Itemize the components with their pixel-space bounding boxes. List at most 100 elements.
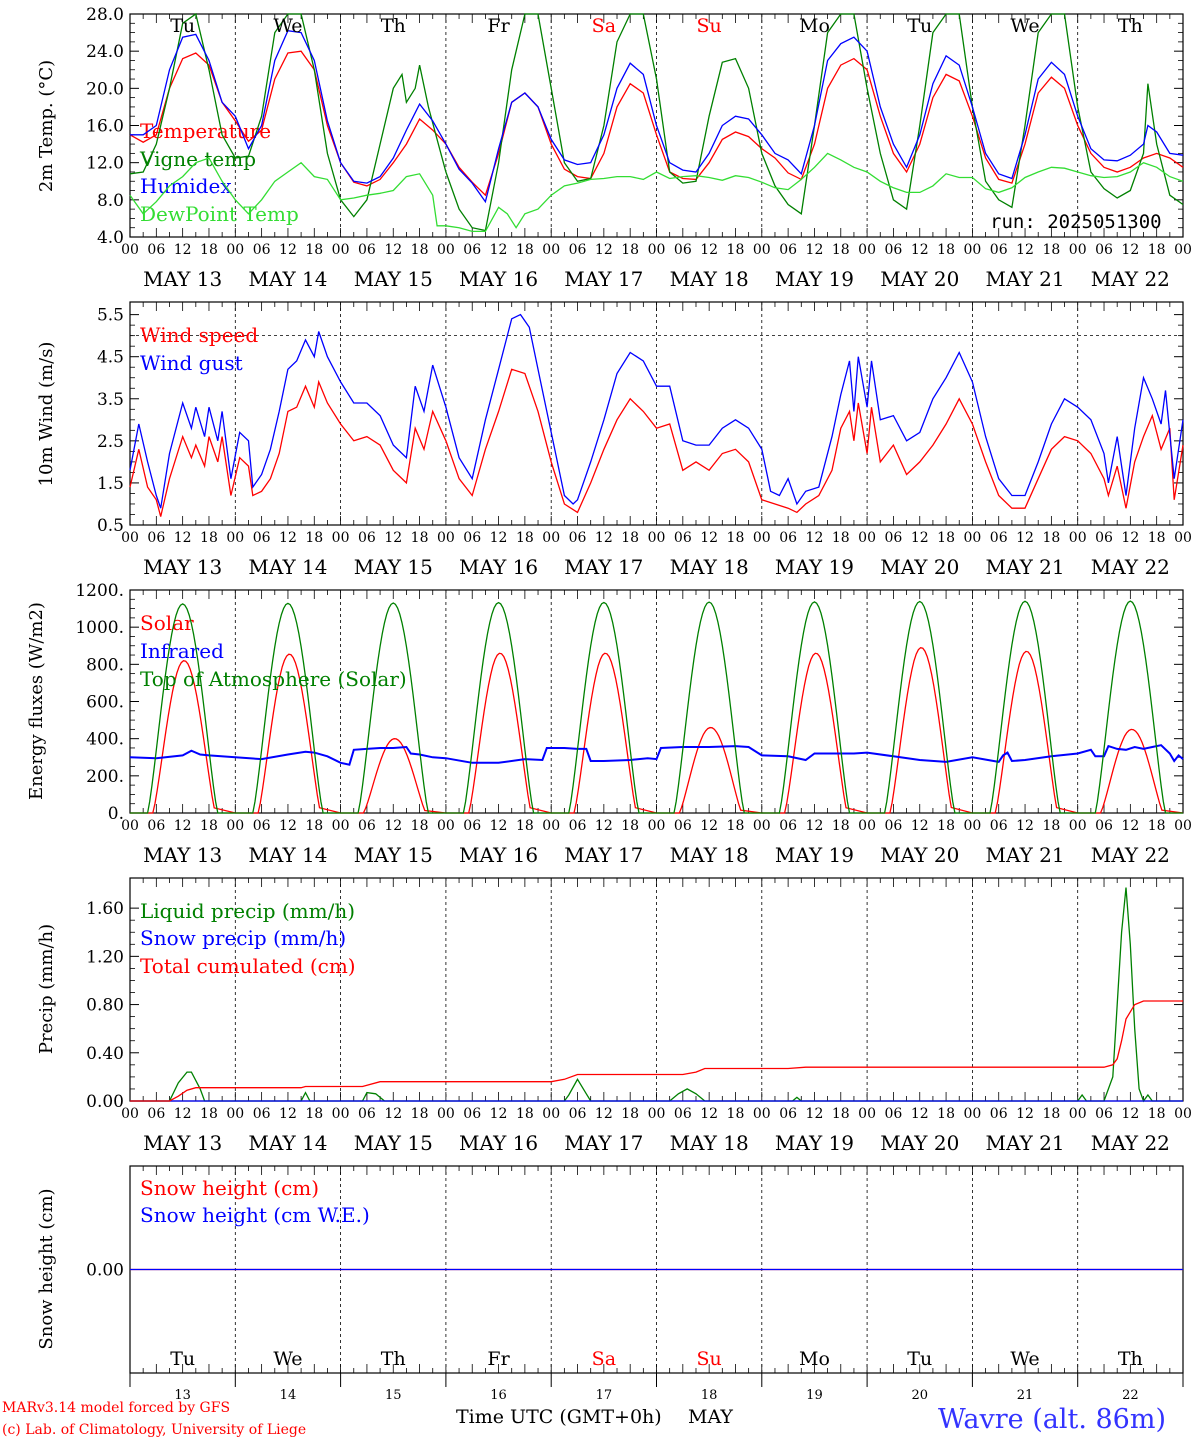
date-label: MAY 20 — [880, 1131, 959, 1155]
date-label: MAY 16 — [459, 1131, 538, 1155]
y-tick-label: 4.0 — [97, 228, 124, 248]
hour-tick-label: 00 — [542, 242, 560, 258]
hour-tick-label: 12 — [911, 242, 929, 258]
hour-tick-label: 18 — [937, 1106, 955, 1122]
hour-tick-label: 06 — [885, 530, 903, 546]
hour-tick-label: 00 — [753, 242, 771, 258]
y-tick-label: 0.00 — [86, 1092, 124, 1112]
hour-tick-label: 18 — [200, 242, 218, 258]
hour-tick-label: 12 — [1121, 818, 1139, 834]
hour-tick-label: 00 — [648, 242, 666, 258]
hour-tick-label: 12 — [595, 242, 613, 258]
hour-tick-label: 06 — [358, 818, 376, 834]
day-of-week-label: Th — [381, 1348, 406, 1370]
hour-tick-label: 00 — [963, 530, 981, 546]
legend-dewpoint-temp: DewPoint Temp — [140, 202, 299, 226]
hour-tick-label: 12 — [279, 530, 297, 546]
hour-tick-label: 00 — [648, 1106, 666, 1122]
day-of-week-label: Tu — [170, 15, 195, 37]
hour-tick-label: 00 — [648, 818, 666, 834]
hour-tick-label: 00 — [858, 818, 876, 834]
hour-tick-label: 06 — [1095, 242, 1113, 258]
hour-tick-label: 12 — [174, 530, 192, 546]
hour-tick-label: 06 — [990, 242, 1008, 258]
y-tick-label: 1000. — [75, 618, 124, 638]
date-label: MAY 17 — [564, 1131, 643, 1155]
hour-tick-label: 18 — [1148, 530, 1166, 546]
footer-copyright: (c) Lab. of Climatology, University of L… — [2, 1422, 306, 1438]
hour-tick-label: 06 — [358, 242, 376, 258]
hour-tick-label: 18 — [516, 1106, 534, 1122]
panel-5: 0.00 Snow height (cm) Snow height (cm) Snow… — [36, 1165, 1184, 1403]
hour-tick-label: 00 — [1174, 818, 1192, 834]
hour-tick-label: 12 — [595, 818, 613, 834]
footer-model: MARv3.14 model forced by GFS — [2, 1400, 230, 1416]
date-label: MAY 20 — [880, 555, 959, 579]
hour-tick-label: 12 — [700, 530, 718, 546]
hour-tick-label: 06 — [569, 530, 587, 546]
day-of-week-label: Mo — [799, 15, 830, 37]
date-label: MAY 21 — [985, 843, 1064, 867]
y-tick-label: 4.5 — [97, 348, 124, 368]
y-tick-label: 1.5 — [97, 474, 124, 494]
date-label: MAY 18 — [670, 555, 749, 579]
legend-snow-precip-mm-h: Snow precip (mm/h) — [140, 926, 346, 950]
hour-tick-label: 18 — [305, 242, 323, 258]
y-axis-label: Snow height (cm) — [36, 1188, 57, 1349]
hour-tick-label: 18 — [305, 530, 323, 546]
hour-tick-label: 12 — [490, 242, 508, 258]
y-axis-label: Precip (mm/h) — [36, 924, 57, 1054]
date-label: MAY 22 — [1091, 267, 1170, 291]
date-label: MAY 14 — [248, 267, 327, 291]
date-label: MAY 19 — [775, 555, 854, 579]
hour-tick-label: 18 — [727, 530, 745, 546]
hour-tick-label: 18 — [305, 1106, 323, 1122]
day-of-week-label: We — [273, 1348, 302, 1370]
day-of-week-label: Th — [1118, 15, 1143, 37]
hour-tick-label: 00 — [332, 818, 350, 834]
hour-tick-label: 00 — [1069, 1106, 1087, 1122]
y-tick-label: 800. — [86, 655, 124, 675]
panel-1: 4.0 8.0 12.0 16.0 20.0 24.0 28.0 2m Temp. (°C) T… — [36, 5, 1192, 291]
y-tick-label: 0. — [108, 804, 124, 824]
date-label: MAY 22 — [1091, 843, 1170, 867]
hour-tick-label: 12 — [1121, 242, 1139, 258]
hour-tick-label: 18 — [200, 818, 218, 834]
hour-tick-label: 06 — [463, 242, 481, 258]
y-tick-label: 3.5 — [97, 390, 124, 410]
series-line-wind-speed — [129, 368, 1184, 517]
y-axis-label: 10m Wind (m/s) — [36, 342, 57, 487]
hour-tick-label: 00 — [963, 818, 981, 834]
hour-tick-label: 00 — [1174, 530, 1192, 546]
hour-tick-label: 18 — [832, 818, 850, 834]
date-label: MAY 15 — [354, 555, 433, 579]
hour-tick-label: 18 — [832, 530, 850, 546]
hour-tick-label: 06 — [253, 818, 271, 834]
hour-tick-label: 06 — [253, 242, 271, 258]
hour-tick-label: 18 — [1042, 530, 1060, 546]
hour-tick-label: 12 — [806, 818, 824, 834]
hour-tick-label: 00 — [226, 818, 244, 834]
day-number-label: 20 — [911, 1388, 928, 1403]
date-label: MAY 20 — [880, 267, 959, 291]
hour-tick-label: 00 — [1174, 242, 1192, 258]
date-label: MAY 19 — [775, 1131, 854, 1155]
hour-tick-label: 06 — [990, 1106, 1008, 1122]
day-of-week-label: Fr — [487, 1348, 510, 1370]
hour-tick-label: 18 — [727, 1106, 745, 1122]
date-label: MAY 17 — [564, 843, 643, 867]
hour-tick-label: 06 — [569, 818, 587, 834]
hour-tick-label: 00 — [1069, 530, 1087, 546]
hour-tick-label: 06 — [253, 1106, 271, 1122]
y-tick-label: 0.5 — [97, 516, 124, 536]
hour-tick-label: 18 — [516, 818, 534, 834]
hour-tick-label: 06 — [358, 530, 376, 546]
hour-tick-label: 12 — [384, 1106, 402, 1122]
date-label: MAY 14 — [248, 843, 327, 867]
hour-tick-label: 12 — [279, 1106, 297, 1122]
y-tick-label: 8.0 — [97, 191, 124, 211]
hour-tick-label: 18 — [516, 530, 534, 546]
hour-tick-label: 00 — [437, 818, 455, 834]
hour-tick-label: 06 — [674, 242, 692, 258]
hour-tick-label: 18 — [1148, 1106, 1166, 1122]
